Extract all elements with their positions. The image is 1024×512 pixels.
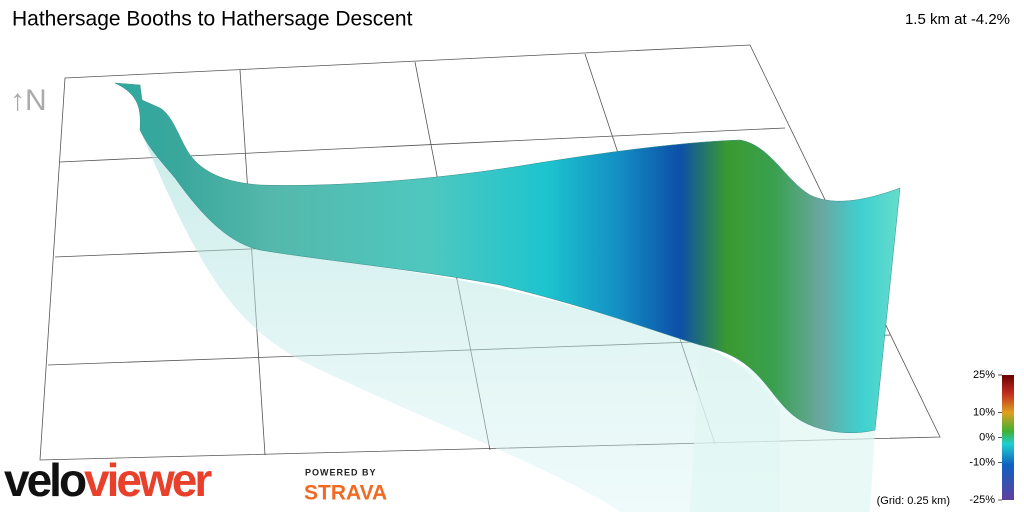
gradient-scale-bar [1002, 375, 1014, 500]
logo: veloviewer [4, 454, 212, 506]
summary: 1.5 km at -4.2% [905, 11, 1010, 28]
gradient-scale: 25% 10% 0% -10% -25% [969, 369, 1002, 506]
partner-logo: STRAVA [304, 482, 387, 505]
scale-tick-label: -10% [969, 456, 995, 468]
powered-by: POWERED BY [305, 467, 377, 477]
grid-note: (Grid: 0.25 km) [877, 495, 950, 507]
ribbon-shadow-right [690, 345, 875, 512]
compass: ↑N [10, 84, 47, 117]
scale-tick-label: 10% [973, 406, 995, 418]
logo-suffix: viewer [84, 454, 212, 506]
elevation-ribbon [114, 82, 901, 433]
scale-tick-label: 0% [979, 431, 995, 443]
logo-prefix: velo [4, 454, 86, 506]
title: Hathersage Booths to Hathersage Descent [12, 8, 413, 31]
ribbon-shadow [140, 130, 780, 512]
scale-tick-label: -25% [969, 494, 995, 506]
scale-tick-label: 25% [973, 369, 995, 381]
